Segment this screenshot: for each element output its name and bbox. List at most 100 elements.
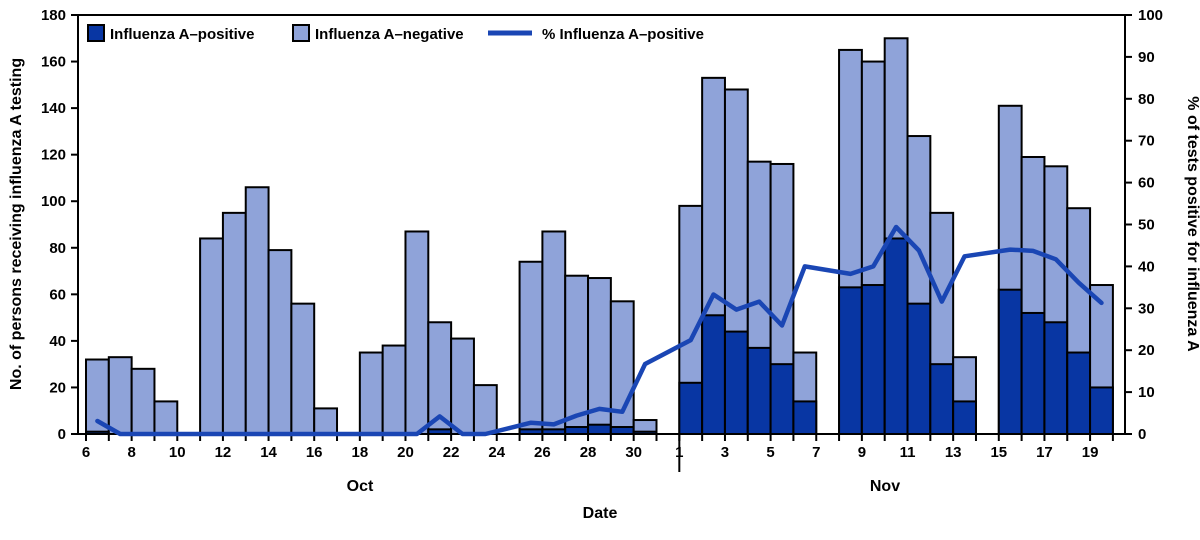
bar-negative-Oct-9 xyxy=(153,400,179,435)
labels-layer: No. of persons receiving influenza A tes… xyxy=(8,24,1200,522)
bar-positive-Nov-3 xyxy=(723,330,749,436)
bar-negative-Oct-25 xyxy=(518,260,544,435)
bar-positive-Oct-27 xyxy=(564,426,590,435)
left-axis-tick-label: 160 xyxy=(41,54,66,71)
legend-label-positive: Influenza A–positive xyxy=(110,26,254,43)
right-axis-tick-label: 70 xyxy=(1138,133,1155,150)
left-axis-title: No. of persons receiving influenza A tes… xyxy=(8,58,25,390)
right-axis-tick-label: 40 xyxy=(1138,258,1155,275)
bar-positive-Nov-18 xyxy=(1066,351,1092,435)
bar-negative-Oct-27 xyxy=(564,274,590,436)
left-axis-tick-label: 140 xyxy=(41,100,66,117)
x-axis-tick-label: 7 xyxy=(812,444,820,461)
x-axis-tick-label: 12 xyxy=(215,444,232,461)
bar-positive-Oct-28 xyxy=(587,423,612,436)
x-axis-tick-label: 14 xyxy=(260,444,277,461)
right-axis-tick-label: 60 xyxy=(1138,175,1155,192)
left-axis-tick-label: 100 xyxy=(41,193,66,210)
bar-negative-Oct-12 xyxy=(221,211,247,435)
x-axis-tick-label: 24 xyxy=(488,444,505,461)
left-axis-tick-label: 20 xyxy=(49,379,66,396)
x-axis-tick-label: 5 xyxy=(766,444,774,461)
legend-swatch-negative xyxy=(292,24,310,42)
bar-negative-Oct-23 xyxy=(472,384,498,436)
bar-negative-Oct-18 xyxy=(358,351,384,435)
bar-positive-Nov-1 xyxy=(678,381,704,435)
bar-positive-Nov-9 xyxy=(860,284,886,435)
plot-area: 0 20 40 60 80 100 120 140 160 180 0 10 20 30 40 50 60 70 8… xyxy=(41,7,1163,472)
right-axis-tick-label: 10 xyxy=(1138,384,1155,401)
x-axis-tick-label: 15 xyxy=(990,444,1007,461)
right-axis-tick-label: 20 xyxy=(1138,342,1155,359)
bar-positive-Oct-29 xyxy=(609,426,635,435)
x-axis-tick-label: 3 xyxy=(721,444,729,461)
bar-negative-Oct-20 xyxy=(404,230,430,435)
bar-negative-Oct-22 xyxy=(450,337,475,435)
x-axis-tick-label: 11 xyxy=(900,444,916,461)
bar-negative-Oct-13 xyxy=(244,186,270,435)
x-axis-tick-label: 20 xyxy=(397,444,414,461)
bar-negative-Oct-15 xyxy=(290,302,316,435)
right-axis-tick-label: 50 xyxy=(1138,217,1155,234)
right-axis-tick-label: 90 xyxy=(1138,49,1155,66)
bar-positive-Nov-12 xyxy=(929,363,955,435)
left-axis-tick-label: 40 xyxy=(49,333,66,350)
x-axis-tick-label: 19 xyxy=(1082,444,1099,461)
right-axis-tick-label: 30 xyxy=(1138,300,1155,317)
bar-negative-Oct-7 xyxy=(107,356,133,435)
bar-positive-Oct-21 xyxy=(427,428,453,436)
bar-positive-Nov-5 xyxy=(769,363,795,435)
bar-positive-Nov-16 xyxy=(1020,311,1046,436)
percent-positive-line xyxy=(95,224,1104,437)
left-axis-tick-label: 80 xyxy=(49,240,66,257)
bar-positive-Nov-6 xyxy=(792,400,818,435)
x-axis-tick-label: 30 xyxy=(625,444,642,461)
legend: Influenza A–positive Influenza A–negativ… xyxy=(87,24,704,43)
bar-positive-Nov-4 xyxy=(746,346,772,435)
bar-negative-Oct-14 xyxy=(267,249,293,435)
bar-positive-Oct-30 xyxy=(632,430,658,435)
bar-positive-Nov-11 xyxy=(906,302,932,435)
bar-positive-Nov-10 xyxy=(883,237,909,435)
x-axis-tick-label: 17 xyxy=(1036,444,1053,461)
right-axis-tick-label: 0 xyxy=(1138,426,1146,443)
month-label-nov: Nov xyxy=(870,478,900,495)
bar-positive-Nov-8 xyxy=(838,286,863,435)
bar-negative-Oct-8 xyxy=(130,367,156,436)
bar-negative-Oct-19 xyxy=(381,344,407,435)
bar-negative-Oct-26 xyxy=(541,230,567,435)
left-axis-tick-label: 60 xyxy=(49,286,66,303)
bar-positive-Nov-15 xyxy=(997,288,1023,435)
x-axis-title: Date xyxy=(583,505,618,522)
x-axis-tick-label: 9 xyxy=(858,444,866,461)
bar-positive-Oct-25 xyxy=(518,428,544,436)
x-axis-tick-label: 8 xyxy=(127,444,135,461)
left-axis-tick-label: 0 xyxy=(58,426,66,443)
bar-positive-Oct-26 xyxy=(541,428,567,436)
x-axis-tick-label: 13 xyxy=(945,444,962,461)
x-axis-tick-label: 10 xyxy=(169,444,186,461)
right-axis-title: % of tests positive for influenza A xyxy=(1184,96,1200,352)
bar-positive-Nov-19 xyxy=(1089,386,1114,436)
x-axis-tick-label: 16 xyxy=(306,444,323,461)
right-axis-tick-label: 80 xyxy=(1138,91,1155,108)
bar-positive-Nov-13 xyxy=(952,400,977,435)
month-label-oct: Oct xyxy=(347,478,374,495)
bar-positive-Nov-2 xyxy=(701,314,726,435)
legend-label-negative: Influenza A–negative xyxy=(315,26,464,43)
x-axis-tick-label: 26 xyxy=(534,444,551,461)
bar-positive-Oct-6 xyxy=(85,430,110,435)
x-axis-tick-label: 18 xyxy=(351,444,368,461)
legend-swatch-positive xyxy=(87,24,105,42)
bar-negative-Oct-11 xyxy=(199,237,224,435)
bar-negative-Oct-16 xyxy=(313,407,339,435)
left-axis-tick-label: 120 xyxy=(41,147,66,164)
x-axis-tick-label: 22 xyxy=(443,444,460,461)
bar-negative-Oct-29 xyxy=(609,300,635,436)
right-axis-tick-label: 100 xyxy=(1138,7,1163,24)
x-axis-tick-label: 6 xyxy=(82,444,90,461)
legend-label-percent: % Influenza A–positive xyxy=(542,26,704,43)
left-axis-tick-label: 180 xyxy=(41,7,66,24)
